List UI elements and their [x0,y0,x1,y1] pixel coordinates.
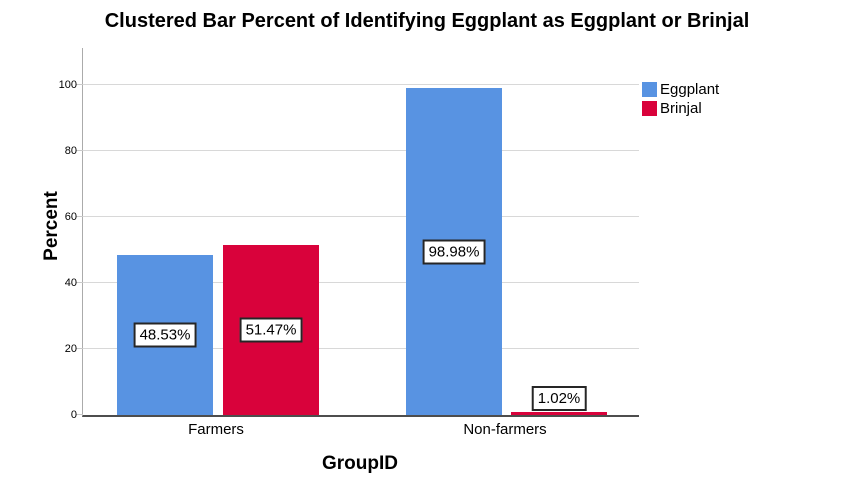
bar-value-label-brinjal-farmers: 51.47% [239,317,303,343]
y-tickmark-40 [76,282,83,283]
brinjal-swatch-icon [642,101,657,116]
y-tickmark-0 [76,414,83,415]
y-tickmark-20 [76,348,83,349]
legend: Eggplant Brinjal [642,82,719,120]
y-tickmark-60 [76,216,83,217]
x-axis-title: GroupID [322,453,398,474]
bar-non-farmers-brinjal[interactable] [511,411,607,415]
gridline-60 [83,216,639,217]
y-tick-label-0: 0 [70,409,77,421]
gridline-20 [83,348,639,349]
legend-label-brinjal: Brinjal [660,100,702,117]
legend-item-eggplant: Eggplant [642,82,719,97]
x-tick-non-farmers: Non-farmers [463,421,547,438]
gridline-80 [83,150,639,151]
legend-label-eggplant: Eggplant [660,81,720,98]
gridline-40 [83,282,639,283]
y-tick-label-60: 60 [64,211,77,223]
y-tick-label-20: 20 [64,343,77,355]
y-tick-label-100: 100 [58,79,77,91]
bar-value-label-brinjal-non-farmers: 1.02% [531,386,587,411]
y-axis-title: Percent [41,191,62,261]
y-tick-label-40: 40 [64,277,77,289]
plot-area: 48.53% 98.98% 51.47% 1.02% [76,48,639,417]
bar-value-label-eggplant-farmers: 48.53% [133,322,197,348]
gridline-100 [83,84,639,85]
bar-value-label-eggplant-non-farmers: 98.98% [422,239,486,265]
eggplant-swatch-icon [642,82,657,97]
x-tick-farmers: Farmers [188,421,244,438]
y-tickmark-80 [76,150,83,151]
y-tick-label-80: 80 [64,145,77,157]
chart-title: Clustered Bar Percent of Identifying Egg… [104,10,750,32]
y-tickmark-100 [76,84,83,85]
legend-item-brinjal: Brinjal [642,101,719,116]
